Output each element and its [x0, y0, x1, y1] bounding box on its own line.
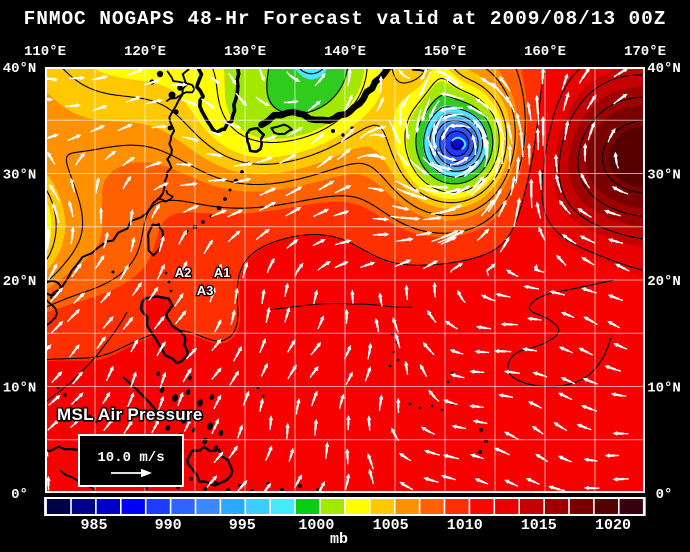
svg-text:1000: 1000	[298, 517, 334, 534]
svg-text:mb: mb	[330, 531, 348, 548]
svg-text:20°N: 20°N	[3, 274, 37, 290]
svg-text:110°E: 110°E	[24, 44, 66, 60]
svg-text:995: 995	[229, 517, 256, 534]
svg-text:40°N: 40°N	[647, 61, 681, 77]
svg-text:160°E: 160°E	[524, 44, 566, 60]
svg-text:985: 985	[80, 517, 107, 534]
svg-text:10°N: 10°N	[647, 380, 681, 396]
svg-text:40°N: 40°N	[3, 61, 37, 77]
svg-text:10.0 m/s: 10.0 m/s	[97, 450, 164, 466]
svg-text:MSL Air Pressure: MSL Air Pressure	[57, 405, 203, 424]
svg-text:30°N: 30°N	[647, 167, 681, 183]
svg-text:150°E: 150°E	[424, 44, 466, 60]
svg-text:990: 990	[155, 517, 182, 534]
svg-text:A2: A2	[175, 265, 192, 280]
svg-text:A1: A1	[214, 265, 231, 280]
svg-text:1015: 1015	[521, 517, 557, 534]
svg-text:1010: 1010	[447, 517, 483, 534]
svg-text:A3: A3	[197, 283, 214, 298]
svg-text:20°N: 20°N	[647, 274, 681, 290]
svg-text:FNMOC NOGAPS 48-Hr Forecast va: FNMOC NOGAPS 48-Hr Forecast valid at 200…	[24, 8, 667, 30]
svg-text:130°E: 130°E	[224, 44, 266, 60]
svg-text:10°N: 10°N	[3, 380, 37, 396]
svg-text:1020: 1020	[595, 517, 631, 534]
svg-text:0°: 0°	[656, 487, 673, 503]
svg-text:140°E: 140°E	[324, 44, 366, 60]
svg-text:1005: 1005	[373, 517, 409, 534]
svg-text:120°E: 120°E	[124, 44, 166, 60]
svg-text:0°: 0°	[11, 487, 28, 503]
svg-text:30°N: 30°N	[3, 167, 37, 183]
svg-text:170°E: 170°E	[624, 44, 666, 60]
